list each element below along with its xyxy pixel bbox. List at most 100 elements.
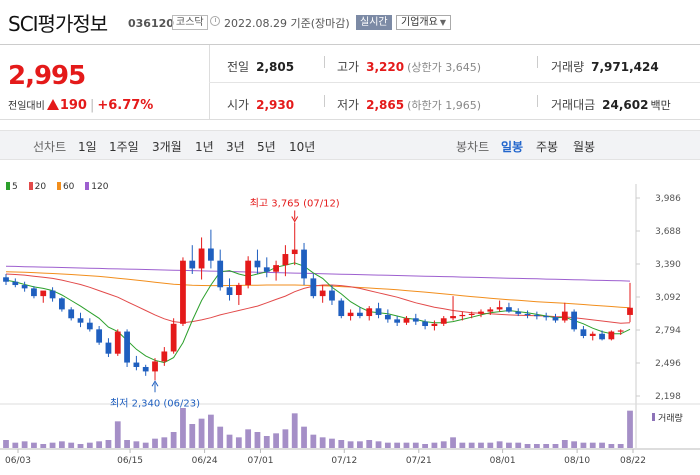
candle-body xyxy=(49,290,56,299)
volume-bar xyxy=(617,444,624,448)
candle-body xyxy=(40,290,47,297)
volume-bar xyxy=(459,442,466,448)
volume-bar xyxy=(487,442,494,448)
x-tick-label: 07/01 xyxy=(247,456,273,466)
realtime-button[interactable]: 실시간 xyxy=(356,15,392,30)
candle-body xyxy=(329,290,335,301)
low-label: 저가 xyxy=(337,98,360,112)
volume-bar xyxy=(68,442,75,448)
candle-body xyxy=(235,285,242,296)
candle-body xyxy=(459,314,466,317)
chart-legend: 5 20 60 120 xyxy=(6,182,116,192)
volume-bar xyxy=(198,418,205,448)
volume-bar xyxy=(86,442,93,448)
ma60-line xyxy=(5,271,631,309)
candle-body xyxy=(617,330,624,332)
amount-unit: 백만 xyxy=(650,99,671,112)
line-chart-label[interactable]: 선차트 xyxy=(33,140,67,154)
candle-body xyxy=(254,260,261,268)
volume-bar xyxy=(533,444,540,448)
volume-bar xyxy=(40,444,47,448)
candle-body xyxy=(124,331,130,363)
volume-bar xyxy=(347,441,354,448)
volume-bar xyxy=(291,413,298,448)
volume-bar xyxy=(589,442,596,448)
legend-swatch xyxy=(28,182,33,190)
candle-monthly[interactable]: 월봉 xyxy=(573,140,596,154)
divider: | xyxy=(89,98,95,113)
period-1d[interactable]: 1일 xyxy=(78,140,97,154)
amount-label: 거래대금 xyxy=(551,98,596,112)
volume: 거래량 7,971,424 xyxy=(551,58,659,75)
chart-canvas[interactable]: 3,986 3,688 3,390 3,092 2,794 2,496 2,198 06/03… xyxy=(0,176,700,475)
period-3y[interactable]: 3년 xyxy=(226,140,245,154)
price-summary: 2,995 전일대비 190 | +6.77% 전일 2,805 고가 3,220 (상한가… xyxy=(0,44,700,120)
candle-chart-label[interactable]: 봉차트 xyxy=(456,140,490,154)
candle-body xyxy=(357,312,363,317)
period-5y[interactable]: 5년 xyxy=(257,140,276,154)
legend-ma5: 5 xyxy=(6,182,18,192)
candle-body xyxy=(161,351,168,362)
candle-body xyxy=(142,366,149,372)
volume-bar xyxy=(282,429,289,448)
legend-label: 5 xyxy=(12,182,18,192)
candle-body xyxy=(208,248,214,261)
candle-body xyxy=(21,285,28,289)
y-tick-label: 3,986 xyxy=(655,194,681,204)
period-3m[interactable]: 3개월 xyxy=(152,140,182,154)
y-tick-label: 2,198 xyxy=(655,392,681,402)
candle-body xyxy=(198,248,205,269)
volume-bar xyxy=(133,441,140,448)
candle-body xyxy=(375,308,382,315)
legend-label: 60 xyxy=(62,182,75,192)
volume-bar xyxy=(608,444,615,448)
candle-body xyxy=(580,329,587,336)
candle-body xyxy=(263,267,270,272)
period-10y[interactable]: 10년 xyxy=(289,140,316,154)
high-annotation: 최고 3,765 (07/12) xyxy=(250,197,340,209)
candle-body xyxy=(533,314,540,317)
candle-weekly[interactable]: 주봉 xyxy=(536,140,559,154)
open-price: 시가 2,930 xyxy=(227,96,294,113)
stock-code: 036120 xyxy=(128,17,174,30)
candle-body xyxy=(552,317,559,321)
volume-bar xyxy=(496,441,503,448)
candle-body xyxy=(301,249,307,279)
stock-name: SCI평가정보 xyxy=(8,12,108,36)
candle-body xyxy=(291,249,298,255)
chart-toolbar: 선차트 1일 1주일 3개월 1년 3년 5년 10년 봉차트 일봉 주봉 월봉 xyxy=(0,130,700,160)
candle-body xyxy=(12,281,19,286)
legend-swatch xyxy=(56,182,61,190)
candle-body xyxy=(152,361,158,372)
candle-body xyxy=(450,316,456,319)
low-price: 저가 2,865 (하한가 1,965) xyxy=(337,96,481,113)
divider xyxy=(324,95,325,107)
volume-label: 거래량 xyxy=(551,60,585,74)
period-1y[interactable]: 1년 xyxy=(195,140,214,154)
legend-swatch xyxy=(85,182,90,190)
period-1w[interactable]: 1주일 xyxy=(109,140,139,154)
company-info-dropdown[interactable]: 기업개요 ▼ xyxy=(396,15,451,30)
volume-bar xyxy=(31,442,37,448)
candle-body xyxy=(86,322,93,330)
candle-daily[interactable]: 일봉 xyxy=(501,140,524,154)
volume-bar xyxy=(468,442,475,448)
volume-bar xyxy=(301,426,307,448)
volume-bar xyxy=(552,444,559,448)
down-arrow-icon xyxy=(291,216,299,223)
candle-body xyxy=(468,313,475,316)
volume-bar xyxy=(114,421,121,448)
stock-header: SCI평가정보 036120 코스닥 2022.08.29 기준(장마감) 실시… xyxy=(0,0,700,44)
candle-body xyxy=(412,318,419,322)
volume-bar xyxy=(319,437,326,448)
candle-body xyxy=(506,307,512,312)
candle-body xyxy=(403,318,410,323)
volume-bar xyxy=(627,410,633,448)
low-value: 2,865 xyxy=(366,98,405,112)
candle-body xyxy=(543,316,550,318)
x-tick-label: 08/10 xyxy=(564,456,590,466)
price-change: 전일대비 190 | +6.77% xyxy=(8,97,153,113)
x-tick-label: 07/21 xyxy=(406,456,432,466)
candle-body xyxy=(245,260,252,286)
candle-body xyxy=(189,260,196,269)
